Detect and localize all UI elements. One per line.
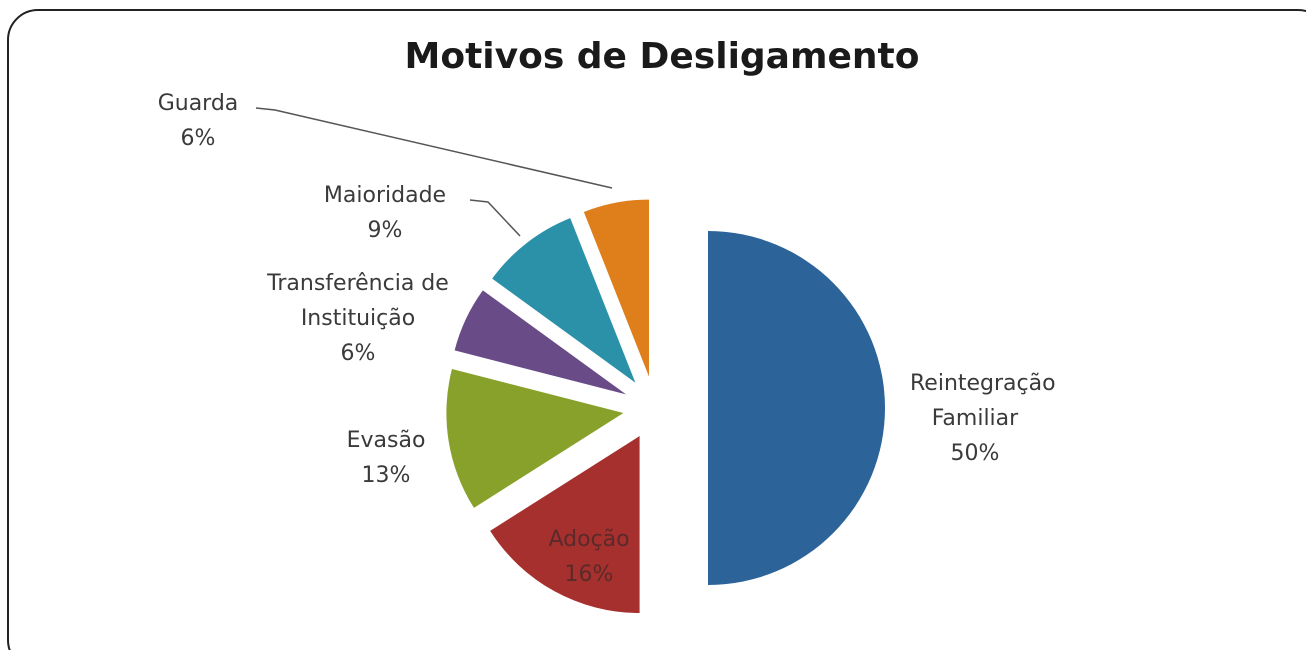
slice-label: Guarda bbox=[157, 91, 239, 116]
slice-value-label: 6% bbox=[340, 341, 376, 366]
slice-label: Evasão bbox=[346, 428, 426, 453]
slice-value-label: 6% bbox=[180, 126, 216, 151]
chart-title: Motivos de Desligamento bbox=[405, 36, 920, 77]
slice-label: Adoção bbox=[548, 527, 630, 552]
pie-slice bbox=[446, 368, 624, 508]
pie-slice bbox=[708, 231, 885, 585]
pie-slice bbox=[583, 199, 650, 377]
slice-label: Transferência de Instituição bbox=[267, 271, 449, 331]
pie-slice bbox=[490, 436, 640, 614]
slice-label: Reintegração Familiar bbox=[910, 371, 1056, 431]
slice-label: Maioridade bbox=[323, 183, 447, 208]
pie-slice bbox=[492, 218, 636, 383]
chart-border bbox=[7, 9, 1306, 650]
pie-slice bbox=[454, 290, 627, 395]
leader-line bbox=[255, 107, 613, 189]
slice-value-label: 16% bbox=[564, 562, 614, 587]
slice-value-label: 13% bbox=[361, 463, 411, 488]
slice-value-label: 50% bbox=[950, 441, 1000, 466]
leader-line bbox=[469, 199, 521, 237]
slice-value-label: 9% bbox=[367, 218, 403, 243]
